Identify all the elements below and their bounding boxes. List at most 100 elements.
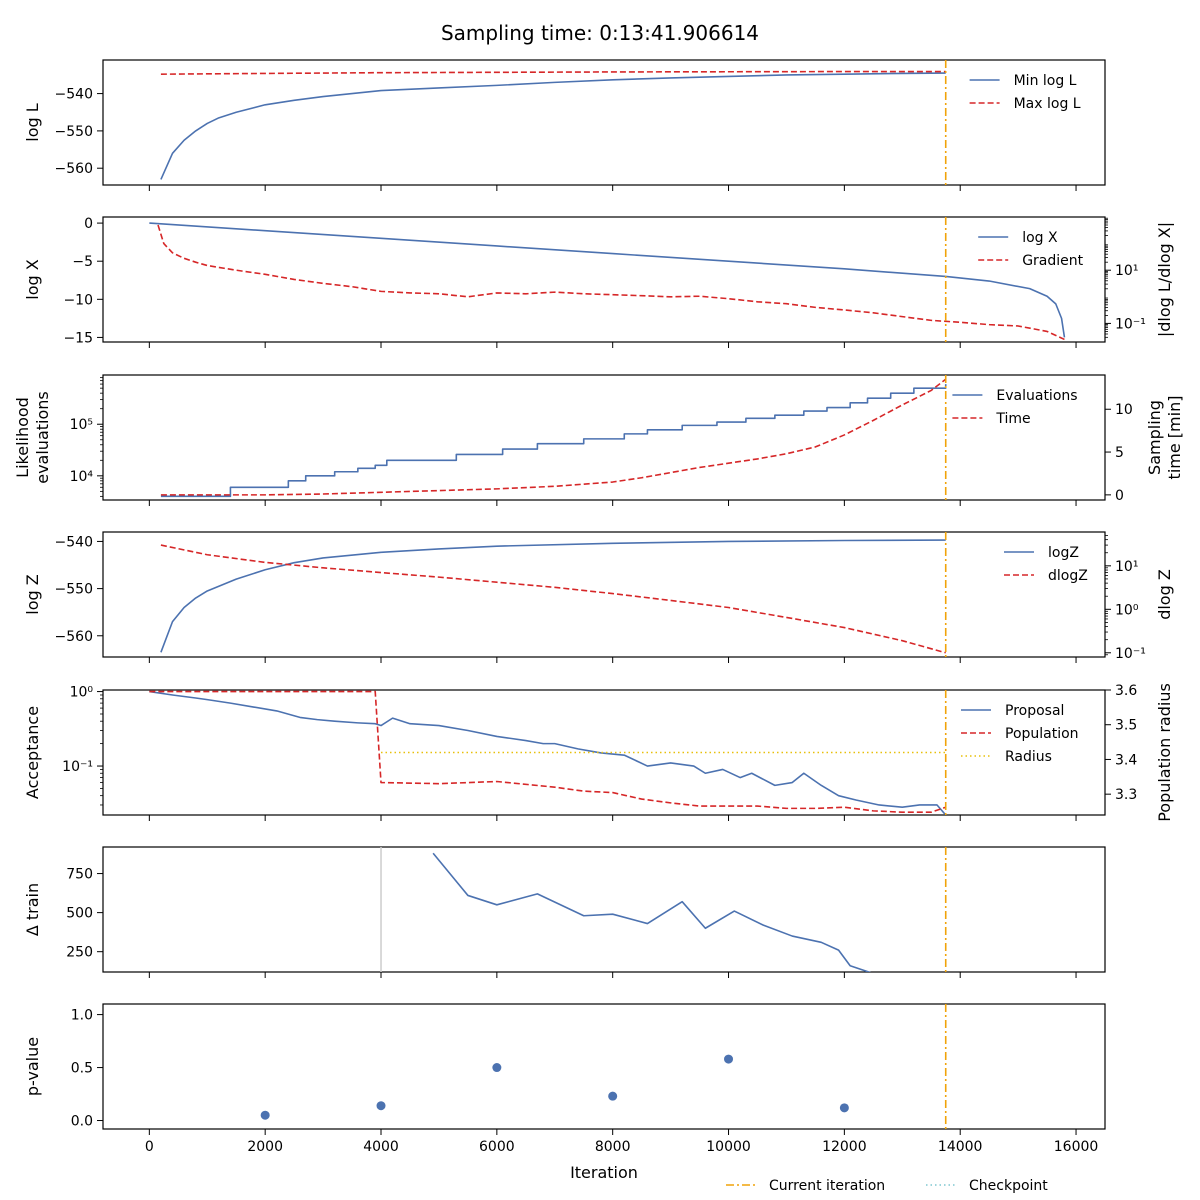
series-line-evaluations	[160, 384, 947, 498]
y-tick-label: 500	[66, 906, 93, 922]
series-line-train	[432, 852, 872, 972]
bottom-legend-label: Checkpoint	[969, 1178, 1048, 1194]
p-value-point	[260, 1110, 270, 1120]
plot-area	[160, 375, 947, 500]
y-axis-label: Acceptance	[23, 706, 42, 799]
legend-evals: Evaluations Time	[952, 388, 1078, 427]
y-tick-label: −5	[72, 254, 93, 270]
y-axis-label: Likelihoodevaluations	[13, 391, 52, 484]
series-line-logz	[160, 539, 946, 653]
right-axis-label: dlog Z	[1155, 569, 1174, 620]
legend-label: Proposal	[1005, 703, 1064, 719]
y-tick-label: −560	[55, 629, 93, 645]
series-line-log-x	[149, 222, 1066, 338]
legend-label: logZ	[1048, 545, 1079, 561]
y-tick-label: −540	[55, 534, 93, 550]
legend-logx: log X Gradient	[978, 230, 1084, 269]
right-y-tick-label: 3.5	[1115, 718, 1137, 734]
plot-area	[260, 1004, 947, 1129]
plot-area	[380, 847, 947, 972]
legend-label: Population	[1005, 726, 1079, 742]
legend-label: Min log L	[1014, 73, 1077, 89]
p-value-point	[608, 1091, 618, 1101]
panel-accept: 10⁰ 10⁻¹ 3.6 3.5 3.4 3.3 Acceptance Population …	[23, 683, 1174, 822]
p-value-point	[492, 1063, 502, 1073]
right-y-tick-label: 10⁻¹	[1115, 646, 1146, 662]
series-line-time	[160, 378, 947, 496]
plot-area	[160, 532, 947, 657]
p-value-point	[376, 1101, 386, 1111]
y-axis-label: log Z	[23, 574, 42, 614]
series-line-dlogz	[160, 544, 946, 654]
panel-frame	[102, 59, 1106, 186]
legend-label: Radius	[1005, 749, 1052, 765]
bottom-legend: Current iteration Checkpoint	[726, 1178, 1048, 1194]
series-line-gradient	[157, 224, 1065, 341]
p-value-point	[724, 1054, 734, 1064]
series-line-proposal	[149, 690, 947, 815]
right-y-tick-label: 10⁻¹	[1115, 316, 1146, 332]
legend-label: Gradient	[1022, 253, 1083, 269]
y-tick-label: 10⁴	[70, 469, 94, 485]
plot-area	[149, 690, 947, 815]
y-axis-label: Δ train	[23, 883, 42, 936]
legend-label: dlogZ	[1048, 568, 1088, 584]
right-y-tick-label: 10	[1115, 402, 1133, 418]
y-tick-label: −10	[63, 292, 93, 308]
y-tick-label: 0.5	[71, 1061, 93, 1077]
panel-frame	[102, 216, 1106, 343]
right-y-tick-label: 5	[1115, 445, 1124, 461]
y-tick-label: −560	[55, 161, 93, 177]
y-tick-label: −540	[55, 87, 93, 103]
y-tick-label: 1.0	[71, 1008, 93, 1024]
x-tick-label: 12000	[822, 1139, 867, 1155]
right-axis-label: Samplingtime [min]	[1145, 396, 1184, 480]
right-y-tick-label: 3.3	[1115, 787, 1137, 803]
x-tick-label: 4000	[363, 1139, 399, 1155]
legend-label: Time	[995, 411, 1030, 427]
x-tick-label: 8000	[595, 1139, 631, 1155]
right-y-tick-label: 3.6	[1115, 683, 1137, 699]
panel-logl: −540 −550 −560 log L Min log L Max log L	[23, 59, 1106, 191]
legend-accept: Proposal Population Radius	[961, 703, 1079, 765]
plot-area	[149, 217, 1066, 342]
y-tick-label: 0	[84, 216, 93, 232]
x-axis-label: Iteration	[570, 1163, 638, 1182]
panel-frame	[102, 374, 1106, 501]
p-value-point	[839, 1103, 849, 1113]
y-tick-label: −550	[55, 582, 93, 598]
panel-frame	[102, 1003, 1106, 1130]
right-y-tick-label: 10⁰	[1115, 602, 1139, 618]
panel-evals: 10⁵ 10⁴ 0 5 10 Likelihoodevaluations Samplingt…	[13, 374, 1184, 506]
panel-frame	[102, 846, 1106, 973]
right-y-tick-label: 3.4	[1115, 752, 1137, 768]
series-line-min-log-l	[160, 72, 946, 180]
y-tick-label: −550	[55, 124, 93, 140]
x-tick-label: 0	[145, 1139, 154, 1155]
panel-frame	[102, 689, 1106, 816]
right-axis-label: Population radius	[1155, 683, 1174, 822]
legend-label: Evaluations	[996, 388, 1077, 404]
legend-label: Max log L	[1014, 96, 1081, 112]
y-tick-label: 0.0	[71, 1114, 93, 1130]
y-tick-label: 250	[66, 945, 93, 961]
panel-logx: 0 −5 −10 −15 10¹ 10⁻¹ log X |dlog L/dlog X| log …	[23, 216, 1174, 348]
x-tick-label: 16000	[1054, 1139, 1099, 1155]
chart-title: Sampling time: 0:13:41.906614	[441, 21, 759, 45]
plot-area	[160, 60, 947, 185]
y-axis-label: log X	[23, 259, 42, 299]
y-tick-label: 10⁻¹	[62, 759, 93, 775]
y-tick-label: −15	[63, 330, 93, 346]
series-line-population	[149, 690, 946, 813]
y-axis-label: log L	[23, 103, 42, 141]
y-axis-label: p-value	[23, 1037, 42, 1096]
legend-label: log X	[1022, 230, 1058, 246]
panel-logz: −540 −550 −560 10¹ 10⁰ 10⁻¹ log Z dlog Z logZ dlo…	[23, 531, 1174, 663]
right-y-tick-label: 10¹	[1115, 263, 1138, 279]
bottom-legend-label: Current iteration	[769, 1178, 885, 1194]
y-tick-label: 750	[66, 867, 93, 883]
y-tick-label: 10⁰	[70, 685, 94, 701]
x-tick-label: 6000	[479, 1139, 515, 1155]
right-axis-label: |dlog L/dlog X|	[1155, 222, 1174, 337]
